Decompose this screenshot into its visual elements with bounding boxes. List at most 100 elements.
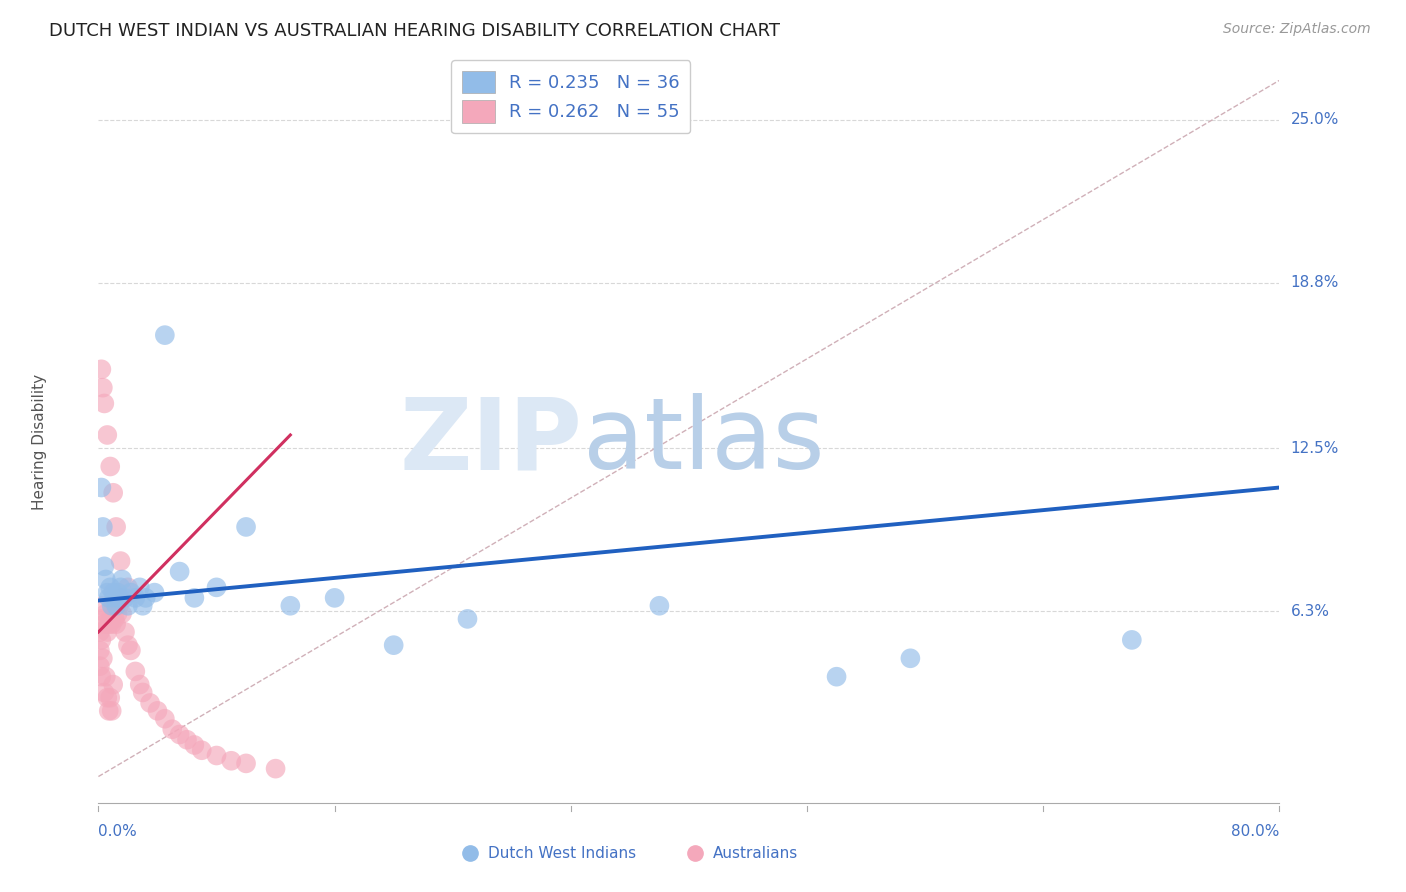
Point xyxy=(98,580,121,594)
Point xyxy=(108,591,131,605)
Text: 80.0%: 80.0% xyxy=(1232,824,1279,839)
Point xyxy=(96,690,118,705)
Point xyxy=(91,599,114,613)
Point xyxy=(100,617,122,632)
Text: 25.0%: 25.0% xyxy=(1291,112,1339,128)
Point xyxy=(97,704,120,718)
Point xyxy=(900,651,922,665)
Text: 6.3%: 6.3% xyxy=(1291,604,1330,618)
Point xyxy=(94,573,117,587)
Point xyxy=(648,599,671,613)
Point xyxy=(96,625,118,640)
Text: 18.8%: 18.8% xyxy=(1291,275,1339,290)
Point xyxy=(264,762,287,776)
Point xyxy=(90,612,112,626)
Point xyxy=(98,612,121,626)
Point xyxy=(94,607,117,621)
Point xyxy=(104,591,127,605)
Point xyxy=(825,670,848,684)
Point xyxy=(117,638,139,652)
Point xyxy=(153,712,176,726)
Point xyxy=(97,617,120,632)
Point xyxy=(100,599,122,613)
Point xyxy=(111,573,134,587)
Point xyxy=(110,580,132,594)
Point xyxy=(128,677,150,691)
Legend: R = 0.235   N = 36, R = 0.262   N = 55: R = 0.235 N = 36, R = 0.262 N = 55 xyxy=(451,61,690,133)
Text: DUTCH WEST INDIAN VS AUSTRALIAN HEARING DISABILITY CORRELATION CHART: DUTCH WEST INDIAN VS AUSTRALIAN HEARING … xyxy=(49,22,780,40)
Point xyxy=(110,591,132,605)
Point xyxy=(103,599,125,613)
Point xyxy=(205,748,228,763)
Point xyxy=(89,659,111,673)
Text: 0.0%: 0.0% xyxy=(98,824,138,839)
Point xyxy=(98,690,121,705)
Point xyxy=(235,520,257,534)
Point xyxy=(103,585,125,599)
Point xyxy=(105,617,128,632)
Point xyxy=(98,459,121,474)
Point xyxy=(96,585,118,599)
Text: ZIP: ZIP xyxy=(399,393,582,490)
Point xyxy=(90,481,112,495)
Point xyxy=(90,362,112,376)
Point xyxy=(235,756,257,771)
Point xyxy=(100,704,122,718)
Point xyxy=(146,704,169,718)
Text: atlas: atlas xyxy=(582,393,824,490)
Point xyxy=(1121,632,1143,647)
Point xyxy=(124,665,146,679)
Point xyxy=(135,591,157,605)
Point xyxy=(104,612,127,626)
Point xyxy=(117,599,139,613)
Point xyxy=(153,328,176,343)
Point xyxy=(91,520,114,534)
Point xyxy=(96,428,118,442)
Point xyxy=(162,723,183,737)
Point xyxy=(93,617,115,632)
Point xyxy=(191,743,214,757)
Point xyxy=(120,585,142,599)
Point xyxy=(169,565,191,579)
Point xyxy=(105,520,128,534)
Point xyxy=(114,625,136,640)
Point xyxy=(91,651,114,665)
Point xyxy=(107,585,129,599)
Point xyxy=(176,732,198,747)
Point xyxy=(89,643,111,657)
Point xyxy=(93,396,115,410)
Point xyxy=(94,670,117,684)
Point xyxy=(103,677,125,691)
Point xyxy=(120,643,142,657)
Text: Hearing Disability: Hearing Disability xyxy=(32,374,46,509)
Point xyxy=(97,591,120,605)
Point xyxy=(111,607,134,621)
Point xyxy=(108,599,131,613)
Point xyxy=(117,580,139,594)
Text: Source: ZipAtlas.com: Source: ZipAtlas.com xyxy=(1223,22,1371,37)
Point xyxy=(280,599,302,613)
Point xyxy=(105,599,128,613)
Point xyxy=(382,638,405,652)
Point xyxy=(89,625,111,640)
Text: 12.5%: 12.5% xyxy=(1291,441,1339,456)
Text: Dutch West Indians: Dutch West Indians xyxy=(488,846,637,861)
Point xyxy=(169,727,191,741)
Point xyxy=(139,696,162,710)
Point xyxy=(90,632,112,647)
Point xyxy=(124,591,146,605)
Point xyxy=(132,685,155,699)
Point xyxy=(183,591,205,605)
Point xyxy=(183,738,205,752)
Point xyxy=(114,591,136,605)
Point xyxy=(128,580,150,594)
Point xyxy=(93,559,115,574)
Point xyxy=(93,685,115,699)
Point xyxy=(323,591,346,605)
Point xyxy=(91,381,114,395)
Text: Australians: Australians xyxy=(713,846,797,861)
Point xyxy=(110,554,132,568)
Point xyxy=(205,580,228,594)
Point xyxy=(143,585,166,599)
Point xyxy=(457,612,479,626)
